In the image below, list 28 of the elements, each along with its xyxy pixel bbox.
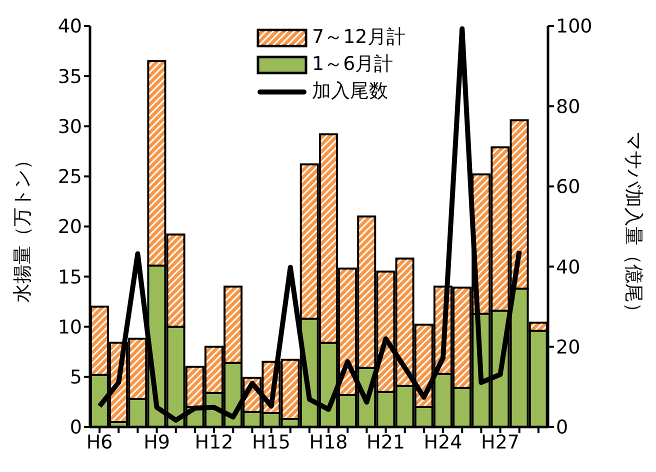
y2-tick-label: 60 [556,176,580,198]
y2-tick-label: 20 [556,336,580,359]
x-tick-label: H24 [424,431,462,454]
x-tick-label: H9 [144,431,170,454]
y2-tick-label: 0 [556,416,568,439]
y-tick-label: 15 [58,266,82,288]
y-tick-label: 0 [70,416,82,439]
x-tick-label: H15 [252,431,291,454]
x-tick-label: H6 [86,431,113,454]
y-tick-label: 25 [58,166,82,188]
x-tick-label: H18 [309,431,348,454]
x-tick-label: H12 [194,431,234,454]
y-tick-label: 40 [58,16,82,38]
legend-label: 1～6月計 [312,52,394,77]
y-tick-label: 20 [58,216,82,238]
legend-label: 7～12月計 [312,25,406,50]
y-tick-label: 5 [70,366,82,389]
y-tick-label: 10 [58,316,82,338]
y2-tick-label: 100 [556,16,592,38]
y-tick-label: 30 [58,116,82,138]
x-tick-label: H27 [481,431,520,454]
x-tick-label: H21 [366,431,406,454]
y2-tick-label: 80 [556,96,580,118]
y2-tick-label: 40 [556,256,580,278]
legend-label: 加入尾数 [312,79,388,104]
y-axis-title: 水揚量（万トン） [12,150,34,302]
y2-axis-title: マサバ加入量（億尾） [622,132,644,322]
y-tick-label: 35 [58,66,82,88]
